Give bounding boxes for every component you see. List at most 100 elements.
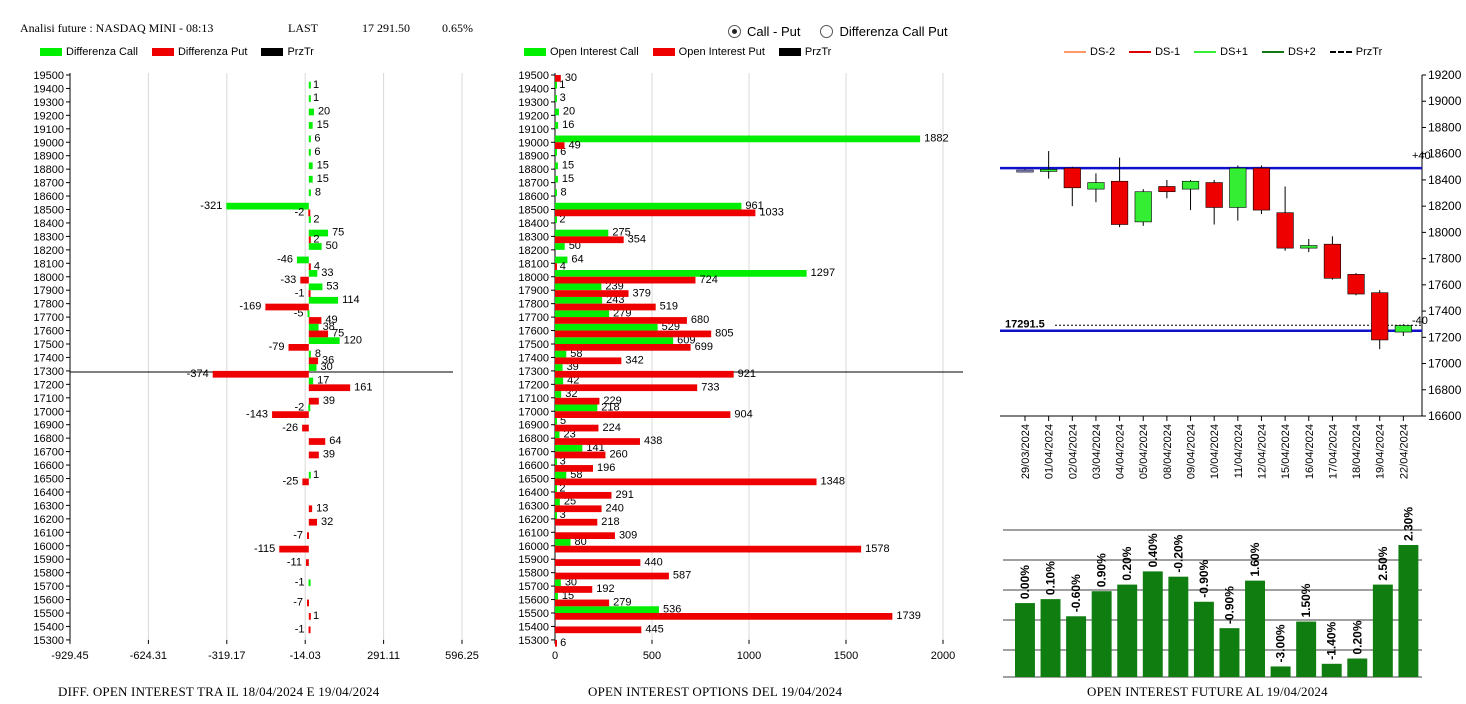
data-label: 15 [317, 119, 329, 131]
y-tick-label: 17200 [518, 379, 549, 391]
radio-call-put[interactable]: Call - Put [728, 24, 800, 39]
bar [555, 95, 557, 102]
data-label: 30 [565, 72, 577, 84]
data-label: 2.50% [1376, 546, 1390, 580]
data-label: 161 [354, 381, 372, 393]
x-tick-label: 22/04/2024 [1398, 424, 1410, 479]
y-tick-label: 17800 [1428, 252, 1462, 266]
data-label: 2 [313, 233, 319, 245]
y-tick-label: 15600 [518, 595, 549, 607]
bar [555, 417, 557, 425]
data-label: 1.50% [1299, 583, 1313, 617]
y-tick-label: 18000 [1428, 225, 1462, 239]
data-label: 733 [701, 381, 719, 393]
bar [555, 491, 612, 499]
candle-body [1134, 191, 1152, 223]
data-label: 0.10% [1044, 561, 1058, 595]
y-tick-label: 17600 [518, 326, 549, 338]
bar [308, 364, 317, 371]
y-tick-label: 17000 [33, 406, 64, 418]
x-tick-label: -14.03 [290, 650, 321, 662]
y-tick-label: 15900 [33, 554, 64, 566]
bar [308, 135, 311, 143]
data-label: 25 [564, 496, 576, 508]
bar [1296, 621, 1317, 677]
data-label: 33 [321, 267, 333, 279]
candle-body [1371, 292, 1389, 341]
bar [555, 243, 565, 250]
bar [555, 81, 557, 89]
y-tick-label: 18400 [518, 218, 549, 230]
data-label: 64 [329, 435, 341, 447]
candle-body [1394, 325, 1412, 333]
candle-body [1063, 167, 1081, 189]
bar [308, 518, 318, 526]
y-tick-label: 19000 [518, 137, 549, 149]
y-tick-label: 19200 [518, 110, 549, 122]
y-tick-label: 18400 [33, 218, 64, 230]
data-label: 49 [325, 314, 337, 326]
data-label: 30 [565, 576, 577, 588]
candle-body [1158, 186, 1176, 193]
bar [555, 384, 698, 392]
y-tick-label: 16300 [33, 500, 64, 512]
data-label: 15 [317, 159, 329, 171]
x-tick-label: 03/04/2024 [1091, 424, 1103, 479]
bar [308, 579, 311, 587]
data-label: 39 [323, 449, 335, 461]
data-label: 309 [619, 529, 637, 541]
legend-right: DS-2 DS-1 DS+1 DS+2 PrzTr [1064, 46, 1382, 58]
bar [555, 397, 600, 405]
data-label: 240 [606, 502, 624, 514]
bar [265, 303, 309, 311]
data-label: 17 [317, 375, 329, 387]
data-label: 529 [662, 321, 680, 333]
bar [305, 559, 309, 566]
bar [555, 344, 691, 351]
x-tick-label: 17/04/2024 [1327, 424, 1339, 479]
bar [555, 202, 742, 210]
legend-item: Open Interest Call [524, 46, 639, 58]
bar [226, 202, 309, 210]
candle-body [1300, 245, 1318, 249]
data-label: -79 [269, 341, 285, 353]
data-label: 342 [625, 355, 643, 367]
radio-call-put-label: Call - Put [747, 24, 801, 39]
data-label: -33 [280, 274, 296, 286]
header-change: 0.65% [442, 21, 473, 35]
bar [308, 337, 340, 344]
x-tick-label: 19/04/2024 [1375, 424, 1387, 479]
y-tick-label: 16700 [33, 447, 64, 459]
candle-body [1111, 180, 1129, 225]
bar [308, 505, 313, 513]
bar [308, 243, 322, 250]
data-label: 1 [313, 92, 319, 104]
y-tick-label: 17800 [33, 299, 64, 311]
y-tick-label: 19300 [518, 97, 549, 109]
x-tick-label: 11/04/2024 [1233, 424, 1245, 478]
y-tick-label: 16100 [518, 527, 549, 539]
bar [300, 276, 309, 284]
candle-body [1276, 212, 1294, 249]
bar [308, 122, 313, 129]
data-label: 291 [615, 489, 633, 501]
y-tick-label: 17600 [1428, 278, 1462, 292]
legend-left: Differenza Call Differenza Put PrzTr [40, 46, 314, 58]
bar [308, 626, 311, 634]
candle-body [1252, 167, 1271, 211]
y-tick-label: 19000 [1428, 94, 1462, 108]
y-tick-label: 18600 [1428, 147, 1462, 161]
radio-diff-call-put[interactable]: Differenza Call Put [820, 24, 948, 39]
bar [555, 337, 674, 344]
candle-body [1040, 169, 1058, 172]
y-tick-label: 17100 [518, 393, 549, 405]
data-label: 243 [606, 294, 624, 306]
data-label: 8 [315, 348, 321, 360]
data-label: 3 [560, 455, 566, 467]
y-tick-label: 15700 [33, 581, 64, 593]
bar [308, 296, 339, 304]
data-label: 4 [314, 260, 320, 272]
bar [1270, 666, 1291, 677]
data-label: -0.90% [1222, 586, 1236, 624]
y-tick-label: 16300 [518, 500, 549, 512]
